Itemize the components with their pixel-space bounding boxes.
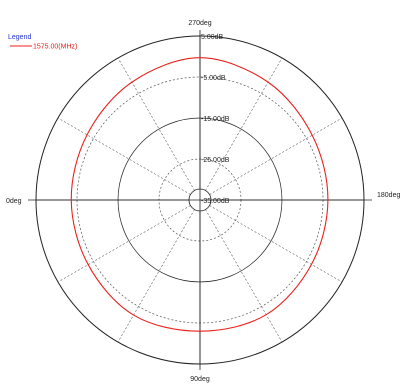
series-line <box>70 57 329 332</box>
ring-label: -35.00dB <box>201 198 230 205</box>
ring-label: -25.00dB <box>201 157 230 164</box>
angle-label: 90deg <box>190 376 210 383</box>
text-layer: 5.00dB -5.00dB -15.00dB -25.00dB -35.00dB 270… <box>6 20 400 383</box>
ring-label: -15.00dB <box>201 116 230 123</box>
series-layer <box>70 57 329 332</box>
angle-label: 270deg <box>188 20 211 27</box>
angle-label: 0deg <box>6 198 22 205</box>
legend-title: Legend <box>8 34 31 41</box>
grid-spoke <box>117 57 195 191</box>
grid-spoke <box>205 209 283 343</box>
grid-spoke <box>57 205 191 283</box>
grid-spoke <box>209 205 343 283</box>
legend-label: 1575.00(MHz) <box>33 44 77 51</box>
grid-spoke <box>117 209 195 343</box>
grid-spoke <box>57 117 191 195</box>
grid-layer <box>28 30 372 370</box>
grid-spoke <box>205 57 283 191</box>
ring-label: 5.00dB <box>201 34 224 41</box>
ring-label: -5.00dB <box>201 75 226 82</box>
angle-label: 180deg <box>377 192 400 199</box>
grid-spoke <box>209 117 343 195</box>
